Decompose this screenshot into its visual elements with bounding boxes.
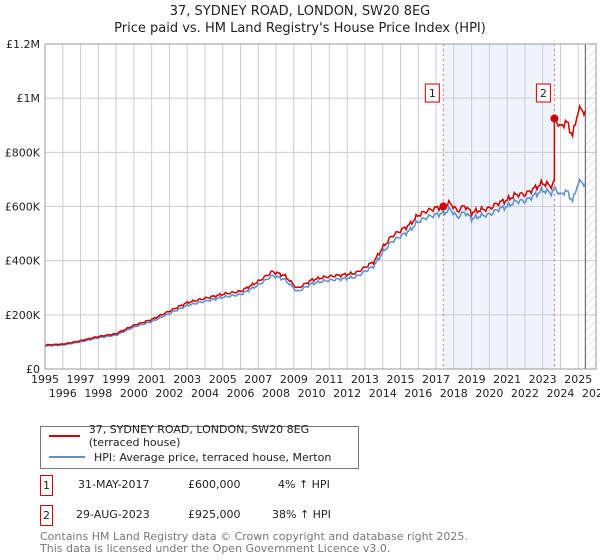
x-tick-label: 1995 [31,373,59,386]
y-tick-label: £400K [5,255,41,268]
x-tick-label: 2009 [280,373,308,386]
sale-label: 2 [540,87,547,100]
y-tick-label: £800K [5,146,41,159]
sale-badge: 2 [40,505,53,526]
sale-date: 29-AUG-2023 [76,508,150,521]
legend: 37, SYDNEY ROAD, LONDON, SW20 8EG (terra… [40,423,359,469]
legend-item-property: 37, SYDNEY ROAD, LONDON, SW20 8EG (terra… [49,423,358,449]
chart-title: 37, SYDNEY ROAD, LONDON, SW20 8EG [169,4,431,19]
sale-date: 31-MAY-2017 [78,478,150,491]
y-tick-label: £200K [5,309,41,322]
price-chart: 1995199619971998199920002001200220032004… [5,38,600,400]
legend-label: HPI: Average price, terraced house, Mert… [94,450,332,464]
x-tick-label: 2025 [564,373,592,386]
y-tick-label: £0 [26,363,40,376]
sale-label: 1 [429,87,436,100]
x-tick-label: 2007 [244,373,272,386]
x-tick-label: 2022 [511,387,539,400]
x-tick-label: 2008 [262,387,290,400]
x-tick-label: 2003 [173,373,201,386]
x-tick-label: 2010 [298,387,326,400]
sale-row-1: 1 31-MAY-2017 £600,000 4% ↑ HPI [40,475,440,496]
x-tick-label: 2024 [546,387,574,400]
footer: Contains HM Land Registry data © Crown c… [40,531,468,555]
x-tick-label: 2023 [529,373,557,386]
footer-line-1: Contains HM Land Registry data © Crown c… [40,530,468,543]
x-tick-label: 1997 [67,373,95,386]
x-tick-label: 2018 [440,387,468,400]
sale-label-box [424,83,440,103]
x-tick-label: 2004 [191,387,219,400]
x-tick-label: 2000 [120,387,148,400]
legend-item-hpi: HPI: Average price, terraced house, Mert… [49,449,331,465]
x-tick-label: 2013 [351,373,379,386]
sale-badge: 1 [40,475,53,496]
x-tick-label: 2019 [458,373,486,386]
sale-price: £925,000 [188,508,241,521]
sale-price: £600,000 [188,478,241,491]
hpi-line [44,177,587,347]
x-tick-label: 2006 [227,387,255,400]
x-tick-label: 1998 [84,387,112,400]
sale-point [550,114,559,123]
legend-label: 37, SYDNEY ROAD, LONDON, SW20 8EG (terra… [88,423,310,449]
x-tick-label: 1999 [102,373,130,386]
sale-row-2: 2 29-AUG-2023 £925,000 38% ↑ HPI [40,505,440,526]
sale-label-box [535,83,551,103]
x-tick-label: 2026 [582,387,600,400]
x-tick-label: 2002 [155,387,183,400]
x-tick-label: 2005 [209,373,237,386]
y-tick-label: £1M [17,92,41,105]
footer-line-2: This data is licensed under the Open Gov… [40,542,391,555]
x-tick-label: 2015 [386,373,414,386]
sale-hpi-delta: 4% ↑ HPI [278,478,330,491]
chart-subtitle: Price paid vs. HM Land Registry's House … [114,21,486,36]
x-tick-label: 2020 [475,387,503,400]
legend-swatch-red [49,435,80,437]
legend-swatch-blue [49,456,85,458]
property-price-line [44,103,587,346]
y-tick-label: £600K [5,201,41,214]
sale-point [439,202,448,211]
x-tick-label: 2012 [333,387,361,400]
x-tick-label: 2011 [315,373,343,386]
plot-frame [44,43,597,370]
sale-hpi-delta: 38% ↑ HPI [272,508,331,521]
x-tick-label: 2021 [493,373,521,386]
x-tick-label: 2017 [422,373,450,386]
x-tick-label: 1996 [49,387,77,400]
x-tick-label: 2001 [138,373,166,386]
x-tick-label: 2014 [369,387,397,400]
x-tick-label: 2016 [404,387,432,400]
y-tick-label: £1.2M [6,38,40,51]
